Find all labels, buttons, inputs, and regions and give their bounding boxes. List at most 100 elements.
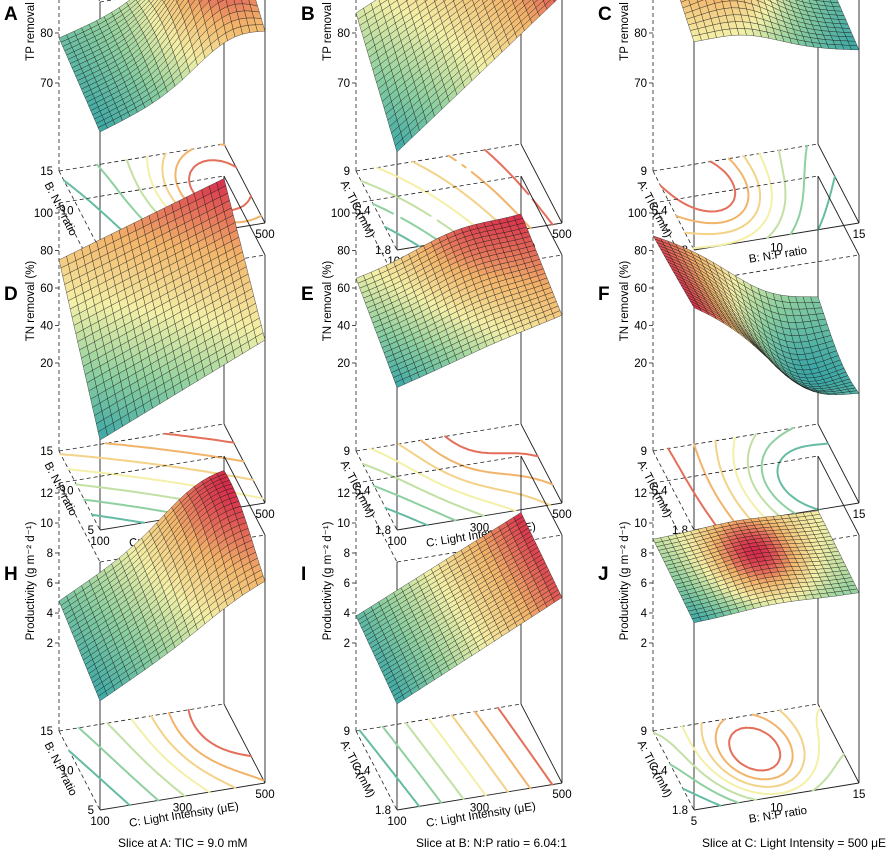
contour-line <box>714 439 753 522</box>
contour-line <box>776 442 830 511</box>
surface-cell <box>691 304 702 312</box>
y-tick-label: 5.4 <box>652 766 669 778</box>
box-edge-back-floor <box>58 703 225 732</box>
response-surface <box>652 235 860 395</box>
z-tick-label: 10 <box>634 518 647 530</box>
contour-line <box>681 707 822 796</box>
y-tick-label: 9 <box>641 726 647 738</box>
box-edge-back-floor <box>652 703 819 732</box>
z-tick-label: 12 <box>337 488 350 500</box>
x-tick-label: 500 <box>552 789 571 801</box>
panel-letter: E <box>301 284 314 305</box>
box-edge-left-top <box>58 482 101 563</box>
z-tick-label: 80 <box>337 28 350 40</box>
box-edge-right-top <box>817 455 860 536</box>
z-tick-label: 70 <box>40 78 53 90</box>
contour-line <box>106 722 186 798</box>
contour-line <box>652 731 845 801</box>
box-edge-back-floor <box>355 703 522 732</box>
contour-line <box>728 726 782 772</box>
response-surface <box>652 510 860 623</box>
z-axis-label: TN removal (%) <box>619 261 631 342</box>
contour-line <box>675 157 750 225</box>
contour-line <box>760 427 797 515</box>
panel-letter: I <box>301 564 306 585</box>
z-axis-label: Productivity (g m⁻² d⁻¹) <box>322 521 334 640</box>
contour-line <box>450 714 509 793</box>
z-axis-label: TN removal (%) <box>322 261 334 342</box>
z-axis-label: TP removal (%) <box>322 0 334 61</box>
z-tick-label: 100 <box>34 208 53 220</box>
z-tick-label: 10 <box>40 518 53 530</box>
z-tick-label: 8 <box>344 548 350 560</box>
z-tick-label: 40 <box>634 321 647 333</box>
box-edge-back-floor <box>355 143 522 172</box>
contour-line <box>369 447 517 512</box>
contour-line <box>700 709 806 788</box>
x-tick-label: 15 <box>853 509 866 521</box>
box-edge-right-floor <box>520 703 563 784</box>
contour-line <box>667 447 718 528</box>
contour-line <box>483 148 554 226</box>
panel-letter: F <box>598 284 610 305</box>
surface-cell <box>97 123 108 133</box>
z-tick-label: 4 <box>47 608 54 620</box>
response-surface <box>680 0 860 51</box>
contour-line <box>404 721 465 801</box>
box-edge-left-floor <box>58 730 101 811</box>
panel-letter: D <box>4 284 18 305</box>
x-tick-label: 10 <box>770 243 783 255</box>
x-tick-label: 15 <box>853 789 866 801</box>
contour-line <box>496 706 554 786</box>
contour-line <box>384 507 428 527</box>
surface-cell <box>691 34 702 42</box>
box-edge-left-top <box>98 0 101 3</box>
z-tick-label: 80 <box>634 28 647 40</box>
z-tick-label: 20 <box>40 358 53 370</box>
z-tick-label: 100 <box>628 208 647 220</box>
y-tick-label: 15 <box>40 446 53 458</box>
contour-line <box>150 714 237 789</box>
contour-line <box>187 708 252 758</box>
z-tick-label: 6 <box>47 578 53 590</box>
y-tick-label: 10 <box>61 486 74 498</box>
box-edge-right-floor <box>223 423 266 504</box>
y-tick-label: 5.4 <box>355 766 372 778</box>
contour-line <box>59 453 254 481</box>
box-edge-front-floor <box>693 782 860 811</box>
z-tick-label: 80 <box>634 246 647 258</box>
panel-h-chart: 2 4 6 8 10 12 Productivity (g m⁻² d⁻¹) 100 300 50… <box>4 455 275 830</box>
z-tick-label: 80 <box>40 246 53 258</box>
box-edge-front-floor <box>396 502 563 531</box>
box-edge-left-top <box>652 202 695 283</box>
z-axis-label: Productivity (g m⁻² d⁻¹) <box>25 521 37 640</box>
contour-line <box>375 166 487 237</box>
response-surface <box>58 470 266 702</box>
x-tick-label: 500 <box>255 229 274 241</box>
box-edge-back-floor <box>355 423 522 452</box>
contour-line <box>381 725 443 804</box>
y-axis-label: A: TIC (mM) <box>338 739 377 800</box>
x-tick-label: 500 <box>255 509 274 521</box>
response-surface <box>355 0 557 153</box>
y-tick-label: 9 <box>344 446 350 458</box>
panel-i-chart: 2 4 6 8 10 12 Productivity (g m⁻² d⁻¹) 100 300 50… <box>301 455 572 830</box>
contour-line <box>77 726 160 802</box>
z-axis-label: TP removal (%) <box>619 0 631 61</box>
x-tick-label: 500 <box>255 789 274 801</box>
y-tick-label: 15 <box>40 726 53 738</box>
contour-line <box>682 787 722 807</box>
box-edge-right-top <box>520 455 563 536</box>
contour-line <box>692 152 773 250</box>
x-tick-label: 100 <box>387 536 406 548</box>
panel-letter: J <box>598 564 609 585</box>
panel-letter: H <box>4 564 18 585</box>
box-edge-left-floor <box>652 170 695 251</box>
surface-cell <box>394 379 405 388</box>
box-edge-right-top <box>520 175 563 256</box>
response-surface <box>58 0 266 133</box>
z-axis-label: TP removal (%) <box>25 0 37 61</box>
contour-line <box>164 432 235 444</box>
x-tick-label: 10 <box>770 803 783 815</box>
z-tick-label: 12 <box>40 488 53 500</box>
